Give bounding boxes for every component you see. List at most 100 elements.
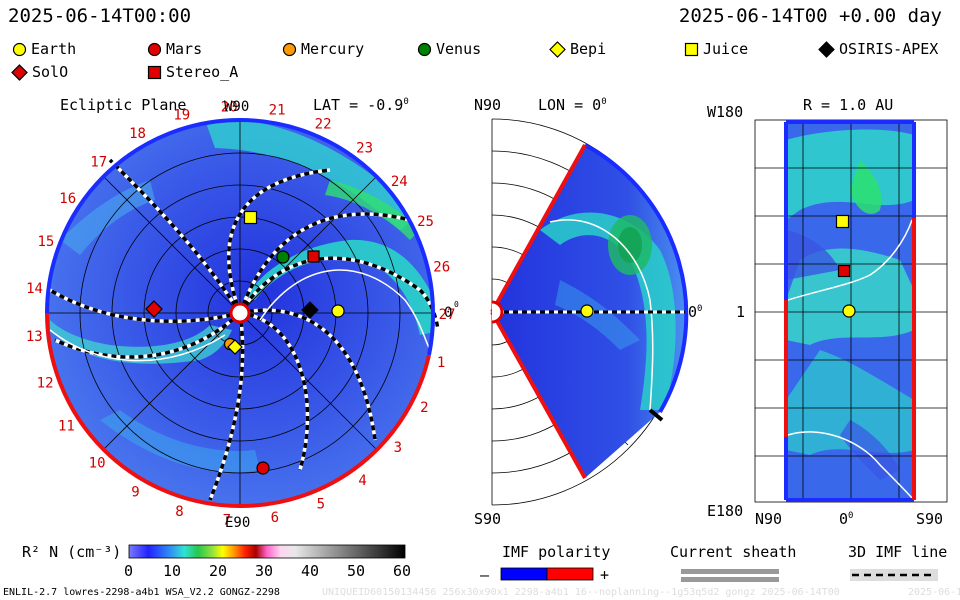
carrington-number: 25 [417, 214, 434, 230]
venus-marker [276, 250, 290, 264]
polarity-ring-negative [45, 118, 241, 314]
meridional-plane-plot [490, 118, 689, 506]
carrington-number: 12 [37, 376, 54, 392]
current-sheath-line [49, 329, 226, 362]
square-icon [684, 42, 699, 56]
polarity-edge-neutral [648, 408, 664, 422]
carrington-number: 4 [358, 473, 366, 489]
colorbar-tick: 0 [124, 562, 134, 580]
colorbar-tick: 30 [255, 562, 274, 580]
colorbar-tick: 20 [209, 562, 228, 580]
meridional-top-label: N90 [474, 96, 502, 114]
sun-icon [491, 300, 504, 324]
imf-polarity-plus: + [600, 566, 610, 584]
legend-mercury: Mercury [282, 40, 364, 58]
solo-marker [145, 300, 163, 318]
circle-icon [147, 42, 162, 56]
carrington-number: 13 [26, 329, 43, 345]
colorbar-label: R² N (cm⁻³) [22, 543, 122, 561]
carrington-number: 11 [58, 419, 75, 435]
legend-label: Bepi [570, 40, 607, 58]
legend-label: Juice [703, 40, 749, 58]
carrington-number: 17 [90, 155, 107, 171]
current-sheath-line [259, 269, 431, 351]
earth-marker [580, 304, 594, 318]
sphere-middle-label: 1 [736, 303, 746, 321]
current-sheath-line [549, 219, 654, 411]
circle-icon [417, 42, 432, 56]
legend-bepi: Bepi [549, 40, 606, 58]
imf-line-swatch [850, 569, 938, 581]
carrington-number: 8 [175, 504, 183, 520]
legend-label: Mars [166, 40, 203, 58]
footer-watermark: UNIQUEID60150134456 256x30x90x1 2298-a4b… [322, 587, 840, 598]
legend-stereo-a: Stereo_A [147, 63, 238, 81]
carrington-longitude-numbers: 20 21222324252627123456789101112131415161… [26, 99, 456, 528]
diamond-icon [818, 40, 835, 58]
ecliptic-plane-plot: 20 21222324252627123456789101112131415161… [26, 99, 459, 530]
legend-solo: SolO [11, 63, 68, 81]
square-icon [147, 65, 162, 79]
footer-model-info: ENLIL-2.7 lowres-2298-a4b1 WSA_V2.2 GONG… [3, 587, 280, 598]
polarity-edge-negative [584, 143, 689, 414]
carrington-number: 21 [269, 102, 286, 118]
imf-line-title: 3D IMF line [848, 543, 948, 561]
footer-corner: 2025-06-16 [908, 587, 960, 598]
meridional-lon-label: LON = 00 [538, 96, 607, 114]
carrington-number: 5 [317, 497, 325, 513]
carrington-number: 24 [391, 174, 408, 190]
imf-lines [49, 158, 440, 501]
carrington-number: 26 [433, 259, 450, 275]
stereo-a-marker [307, 250, 320, 263]
juice-marker [243, 210, 258, 225]
carrington-number: 6 [271, 510, 279, 526]
sun-icon [229, 302, 251, 324]
sphere-x-label-center: 00 [839, 510, 854, 528]
earth-marker [842, 304, 856, 318]
sphere-x-label-south: S90 [916, 510, 944, 528]
meridional-right-label: 00 [688, 303, 703, 321]
ecliptic-title: Ecliptic Plane [60, 96, 187, 114]
legend-mars: Mars [147, 40, 202, 58]
header-datetime: 2025-06-14T00:00 [8, 5, 192, 27]
circle-icon [282, 42, 297, 56]
legend-osiris-apex: OSIRIS-APEX [818, 40, 938, 58]
juice-marker [835, 214, 850, 229]
current-sheath-swatch [681, 569, 779, 582]
diamond-icon [549, 40, 566, 58]
current-sheath-title: Current sheath [670, 543, 797, 561]
polarity-edge-positive [490, 144, 587, 313]
legend-juice: Juice [684, 40, 748, 58]
header-model-time: 2025-06-14T00 +0.00 day [678, 5, 942, 27]
carrington-number: 27 [439, 307, 456, 323]
polarity-ring-positive [45, 312, 431, 509]
carrington-number: 3 [394, 440, 402, 456]
bepi-marker [227, 339, 243, 355]
carrington-number: 15 [37, 234, 54, 250]
colorbar-tick: 50 [347, 562, 366, 580]
sphere-x-label-north: N90 [755, 510, 783, 528]
ecliptic-bottom-label: E90 [225, 515, 250, 530]
polarity-ring-negative [239, 118, 436, 356]
carrington-number: 19 [173, 107, 190, 123]
current-sheath-line [787, 431, 913, 499]
carrington-number: 22 [315, 116, 332, 132]
degree-symbol: 0 [454, 300, 459, 309]
carrington-number: 18 [129, 126, 146, 142]
circle-icon [12, 42, 27, 56]
carrington-number: 14 [26, 281, 43, 297]
sphere-title: R = 1.0 AU [803, 96, 894, 114]
imf-polarity-bar [500, 567, 594, 581]
ecliptic-right-label: 0 [444, 305, 452, 321]
colorbar-tick: 40 [301, 562, 320, 580]
ecliptic-lat-label: LAT = -0.90 [313, 96, 409, 114]
carrington-number: 10 [89, 456, 106, 472]
carrington-number: 20 [221, 99, 238, 115]
polarity-edge-positive [490, 311, 587, 479]
sphere-bottom-left-label: E180 [707, 502, 744, 520]
sphere-structures [786, 129, 914, 480]
imf-polarity-title: IMF polarity [502, 543, 611, 561]
earth-marker [331, 304, 345, 318]
legend-label: Mercury [301, 40, 365, 58]
carrington-number: 7 [223, 513, 231, 529]
